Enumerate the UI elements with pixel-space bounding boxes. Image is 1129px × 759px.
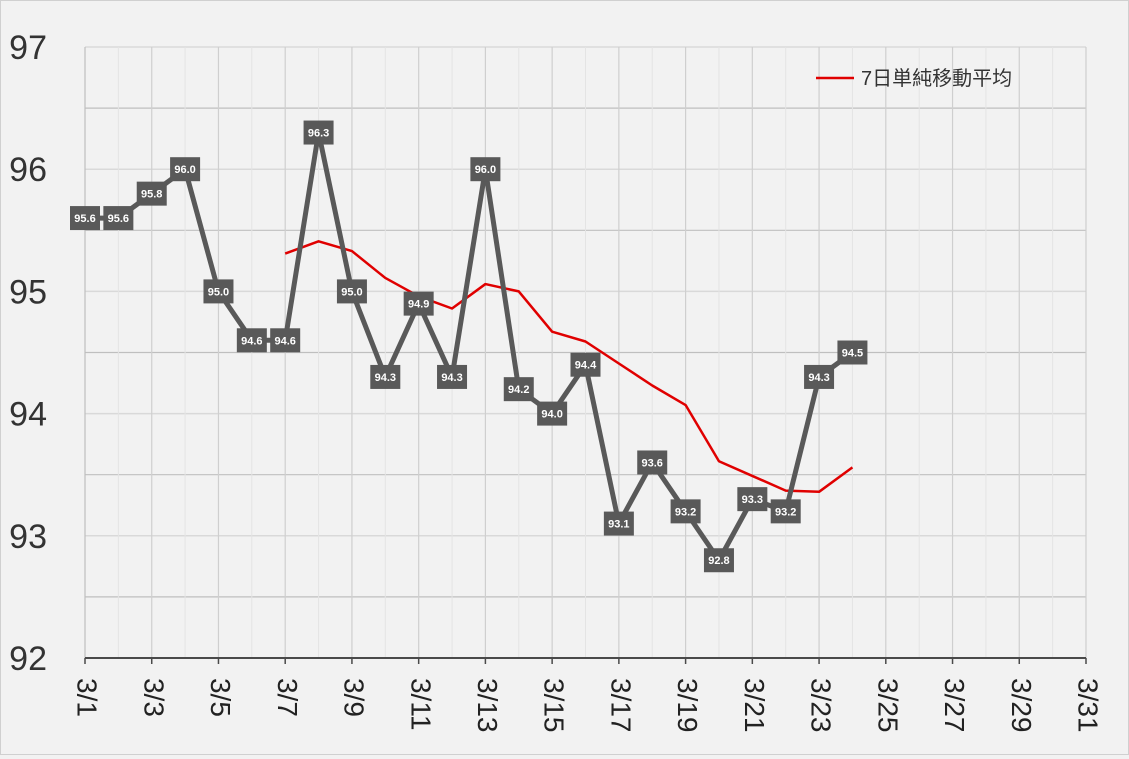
data-point-marker (537, 401, 568, 426)
moving-average-line (284, 240, 854, 494)
legend: 7日単純移動平均 (816, 67, 1012, 90)
x-tick-label: 3/3 (138, 678, 169, 717)
x-tick-label: 3/19 (672, 678, 703, 733)
data-label: 94.5 (842, 348, 863, 360)
data-point-marker (170, 157, 201, 182)
data-point-marker (737, 487, 768, 512)
data-point-marker (370, 364, 401, 389)
data-point-marker (770, 499, 801, 524)
data-label: 95.0 (341, 286, 362, 298)
x-tick-label: 3/25 (872, 678, 903, 733)
x-tick-label: 3/21 (739, 678, 770, 733)
x-tick-label: 3/1 (72, 678, 103, 717)
x-tick-label: 3/11 (405, 678, 436, 730)
data-label: 95.8 (141, 189, 162, 201)
x-tick-label: 3/7 (272, 678, 303, 717)
data-label: 93.2 (775, 506, 796, 518)
data-label: 94.2 (508, 384, 529, 396)
data-label: 93.3 (742, 494, 763, 506)
data-point-marker (336, 279, 367, 304)
x-tick-label: 3/31 (1073, 678, 1104, 733)
data-label: 93.2 (675, 506, 696, 518)
data-label: 93.6 (642, 457, 663, 469)
data-point-marker (270, 328, 301, 353)
data-point-marker (103, 206, 134, 231)
y-tick-label: 95 (9, 273, 47, 311)
y-tick-label: 93 (9, 518, 47, 556)
data-label: 94.3 (808, 372, 829, 384)
data-label: 94.0 (541, 409, 562, 421)
data-label: 95.0 (208, 286, 229, 298)
data-label: 94.4 (575, 360, 597, 372)
data-point-marker (637, 450, 668, 475)
data-label: 94.3 (441, 372, 462, 384)
data-label: 94.9 (408, 299, 429, 311)
legend-label-moving-average: 7日単純移動平均 (861, 67, 1012, 90)
data-point-marker (570, 352, 601, 377)
y-tick-label: 97 (9, 29, 47, 67)
data-label: 94.3 (375, 372, 396, 384)
data-label: 96.0 (475, 164, 496, 176)
data-label: 96.3 (308, 128, 329, 140)
x-tick-label: 3/17 (605, 678, 636, 733)
data-label: 92.8 (708, 555, 729, 567)
data-point-marker (470, 157, 501, 182)
x-tick-label: 3/13 (472, 678, 503, 733)
data-point-marker (837, 340, 868, 365)
data-point-marker (303, 120, 334, 145)
data-point-marker (804, 364, 835, 389)
data-point-marker (70, 206, 100, 231)
data-point-marker (703, 548, 734, 573)
y-tick-label: 94 (9, 396, 47, 434)
data-label: 94.6 (274, 335, 295, 347)
x-tick-label: 3/15 (539, 678, 570, 733)
x-tick-label: 3/5 (205, 678, 236, 717)
x-tick-label: 3/27 (939, 678, 970, 733)
data-label: 93.1 (608, 519, 629, 531)
y-tick-label: 92 (9, 640, 47, 678)
data-point-marker (503, 377, 534, 402)
data-point-marker (603, 511, 634, 536)
data-label: 96.0 (174, 164, 195, 176)
data-label: 94.6 (241, 335, 262, 347)
gridlines (85, 46, 1087, 658)
data-point-marker (136, 181, 167, 206)
data-point-marker (403, 291, 434, 316)
y-tick-label: 96 (9, 151, 47, 189)
data-label: 95.6 (108, 213, 129, 225)
main-series-line (85, 130, 854, 563)
moving-average-series (284, 240, 854, 494)
data-label: 95.6 (74, 213, 95, 225)
main-series: 95.6 95.6 95.8 96.0 95.0 94.6 94.6 96.3 95.0 94.3… (70, 120, 868, 573)
axes: 92 93 94 95 96 97 3/1 3/3 3/5 3/7 3/9 3/11 3/13 3/15 3… (9, 29, 1103, 733)
x-tick-label: 3/29 (1006, 678, 1037, 732)
data-point-marker (437, 364, 468, 389)
data-point-marker (670, 499, 701, 524)
data-point-marker (203, 279, 234, 304)
data-point-marker (236, 328, 267, 353)
x-tick-label: 3/23 (806, 678, 837, 733)
x-tick-label: 3/9 (339, 678, 370, 717)
